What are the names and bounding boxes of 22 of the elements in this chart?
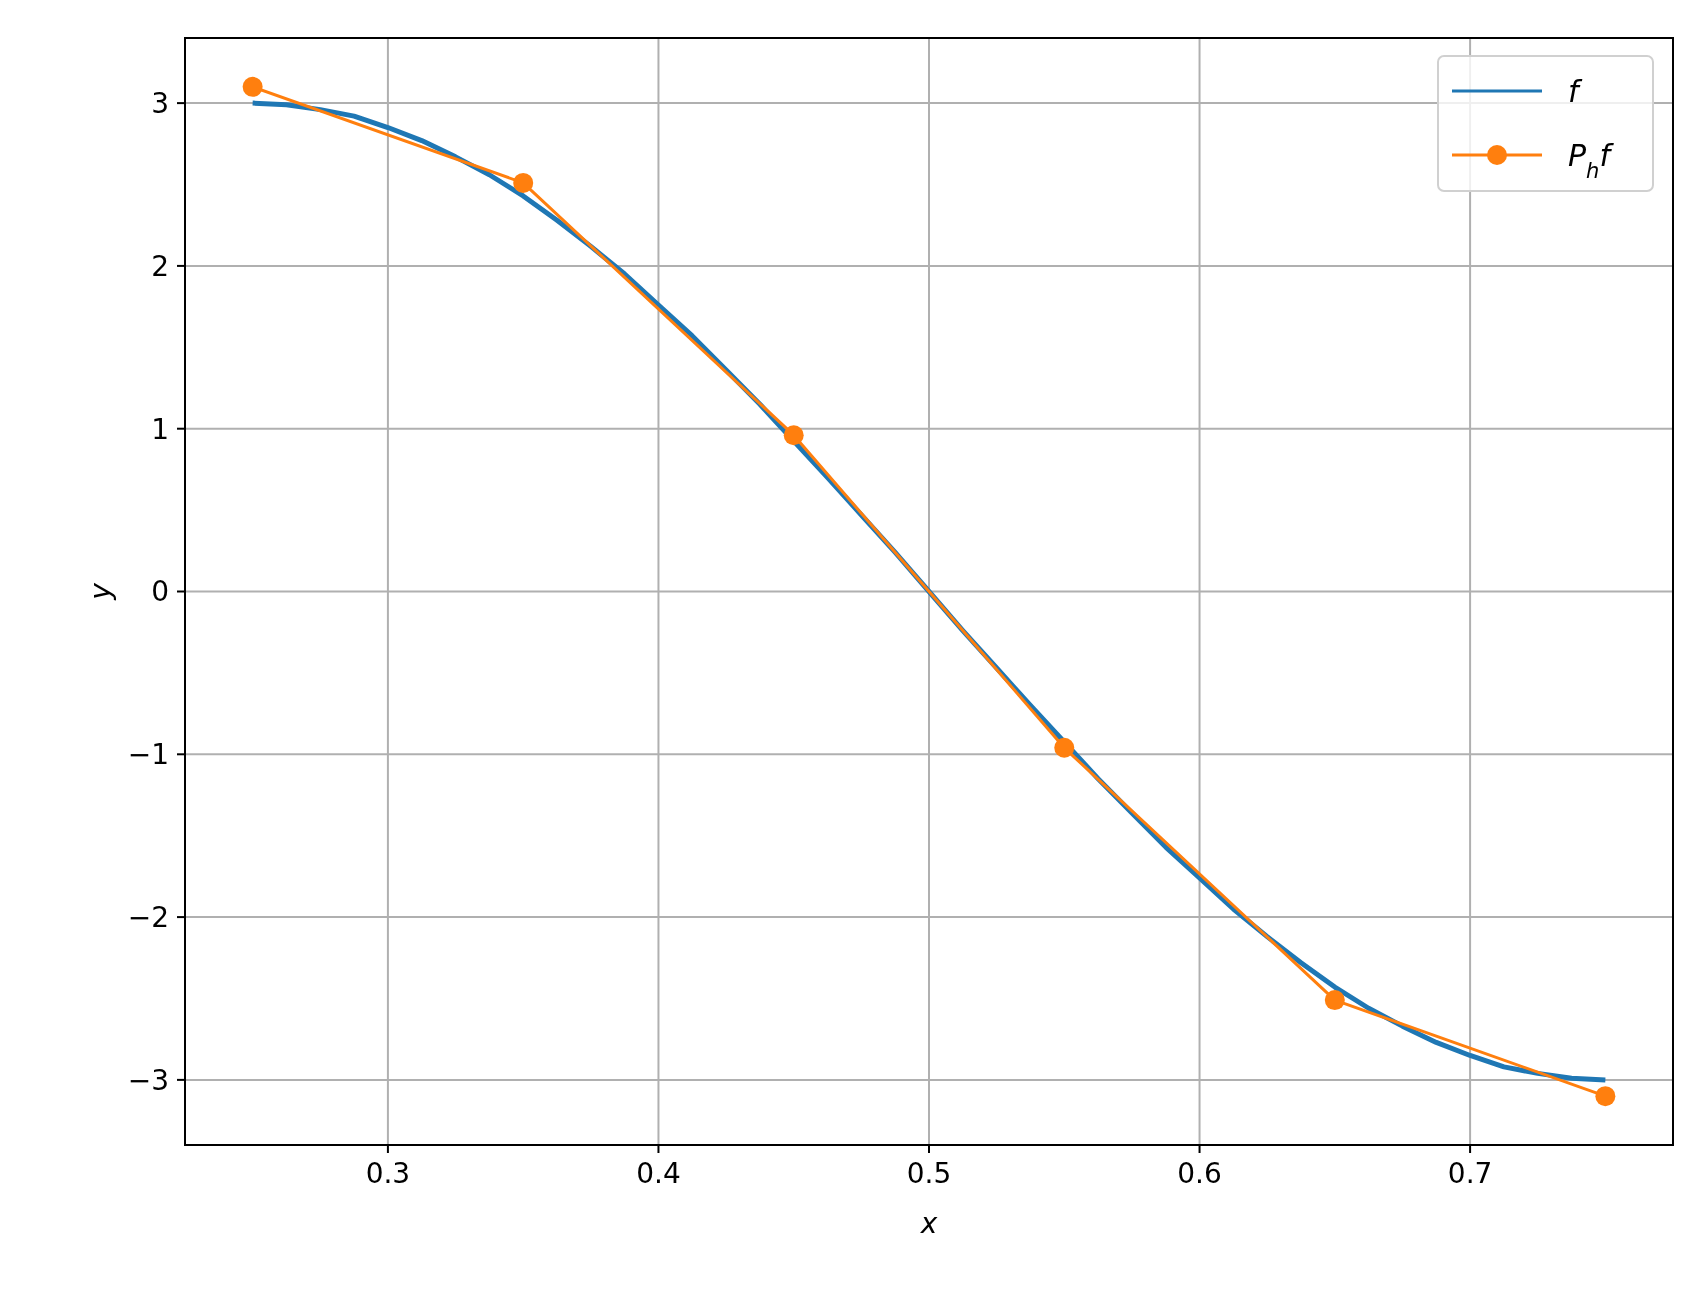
y-axis-title: y xyxy=(84,582,117,601)
x-tick-label: 0.3 xyxy=(365,1157,411,1190)
x-tick-label: 0.7 xyxy=(1447,1157,1493,1190)
point xyxy=(1324,990,1345,1011)
y-tick-label: −3 xyxy=(127,1063,169,1097)
y-tick-label: 3 xyxy=(151,86,169,120)
y-tick-label: −1 xyxy=(127,738,169,772)
point xyxy=(783,425,804,446)
point xyxy=(1595,1086,1616,1107)
y-tick-label: 0 xyxy=(151,575,169,609)
x-tick-label: 0.6 xyxy=(1177,1157,1222,1190)
legend-label: P$_{h}$f xyxy=(1568,137,1615,183)
point xyxy=(513,172,534,193)
x-tick-label: 0.4 xyxy=(636,1157,681,1190)
x-tick-label: 0.5 xyxy=(906,1157,952,1190)
point xyxy=(1054,737,1075,758)
y-tick-label: −2 xyxy=(127,900,169,934)
y-tick-label: 1 xyxy=(151,412,169,446)
point xyxy=(242,76,263,97)
legend-label: f xyxy=(1568,73,1583,109)
x-axis-title: x xyxy=(919,1207,938,1240)
y-tick-label: 2 xyxy=(151,249,169,283)
